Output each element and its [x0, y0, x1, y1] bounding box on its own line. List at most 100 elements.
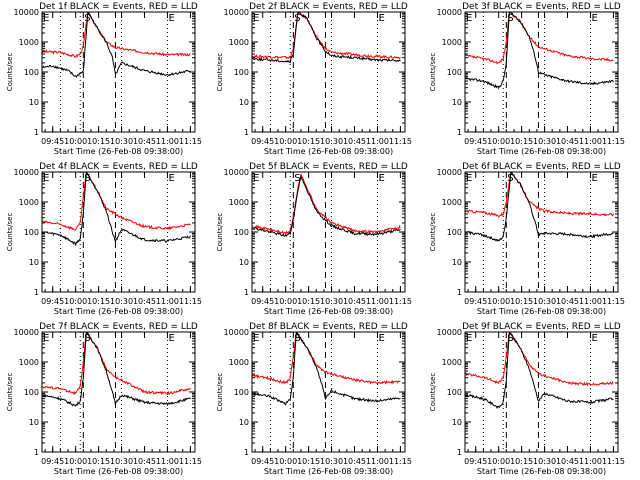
panel-title: Det 1f BLACK = Events, RED = LLD [39, 2, 198, 12]
interval-marker-label: E [466, 13, 472, 24]
x-tick-label: 10:15 [87, 457, 110, 466]
x-tick-label: 10:45 [133, 297, 156, 306]
interval-marker-label: E [378, 333, 384, 344]
interval-marker-label: S [507, 13, 513, 24]
interval-marker-label: E [253, 13, 259, 24]
event-rate-line [252, 332, 401, 406]
y-tick-label: 100 [447, 228, 462, 237]
y-tick-label: 10 [239, 98, 249, 107]
event-rate-line [252, 12, 401, 64]
x-tick-label: 09:45 [464, 457, 487, 466]
y-tick-label: 1 [34, 448, 39, 457]
x-axis-label: Start Time (26-Feb-08 09:38:00) [477, 147, 606, 156]
lld-rate-line [252, 332, 401, 385]
detector-panel: 1 10 100 1000 10000 09:45 10:00 10:15 10:30 10:45… [6, 162, 202, 316]
x-axis-label: Start Time (26-Feb-08 09:38:00) [54, 467, 183, 476]
plot-frame [464, 11, 619, 133]
x-tick-label: 10:30 [110, 297, 133, 306]
x-tick-label: 10:00 [487, 137, 510, 146]
x-tick-label: 10:30 [533, 457, 556, 466]
x-tick-label: 11:00 [366, 137, 389, 146]
panel-title: Det 9f BLACK = Events, RED = LLD [462, 322, 621, 332]
x-axis-label: Start Time (26-Feb-08 09:38:00) [477, 307, 606, 316]
event-rate-line [42, 332, 191, 407]
detector-panel: 1 10 100 1000 10000 09:45 10:00 10:15 10:30 10:45… [429, 2, 625, 156]
y-axis-label: Counts/sec [6, 213, 14, 252]
interval-marker-label: E [168, 333, 174, 344]
x-tick-label: 10:15 [297, 137, 320, 146]
y-tick-label: 1000 [442, 198, 462, 207]
interval-marker-label: S [294, 333, 300, 344]
event-rate-line [252, 174, 401, 238]
panel-title: Det 5f BLACK = Events, RED = LLD [249, 162, 408, 172]
panel-title: Det 7f BLACK = Events, RED = LLD [39, 322, 198, 332]
event-rate-line [42, 172, 191, 247]
x-tick-label: 10:00 [487, 457, 510, 466]
y-tick-label: 1000 [229, 358, 249, 367]
x-tick-label: 10:45 [343, 297, 366, 306]
y-tick-label: 10000 [224, 168, 249, 177]
x-tick-label: 10:30 [320, 457, 343, 466]
x-tick-label: 11:15 [179, 297, 202, 306]
y-tick-label: 1 [244, 448, 249, 457]
interval-marker-label: E [466, 333, 472, 344]
plot-frame [464, 331, 619, 453]
x-tick-label: 10:00 [64, 297, 87, 306]
x-tick-label: 09:45 [464, 137, 487, 146]
y-tick-label: 10 [452, 418, 462, 427]
interval-marker-label: E [591, 13, 597, 24]
y-tick-label: 10000 [14, 8, 39, 17]
x-axis-label: Start Time (26-Feb-08 09:38:00) [264, 307, 393, 316]
x-tick-label: 10:30 [110, 137, 133, 146]
interval-marker-label: S [507, 333, 513, 344]
y-tick-label: 100 [24, 388, 39, 397]
y-tick-label: 100 [234, 228, 249, 237]
panel-title: Det 2f BLACK = Events, RED = LLD [249, 2, 408, 12]
y-tick-label: 1000 [19, 38, 39, 47]
y-tick-label: 1 [34, 288, 39, 297]
x-tick-label: 11:15 [179, 137, 202, 146]
lld-rate-line [465, 332, 614, 387]
y-tick-label: 1000 [19, 198, 39, 207]
plot-frame [41, 171, 196, 293]
detector-panel: 1 10 100 1000 10000 09:45 10:00 10:15 10:30 10:45… [216, 162, 412, 316]
x-tick-label: 11:00 [156, 457, 179, 466]
x-tick-label: 10:15 [510, 297, 533, 306]
x-tick-label: 10:45 [343, 457, 366, 466]
x-axis-label: Start Time (26-Feb-08 09:38:00) [264, 147, 393, 156]
x-tick-label: 10:00 [64, 457, 87, 466]
y-tick-label: 100 [24, 228, 39, 237]
x-tick-label: 10:45 [556, 457, 579, 466]
x-tick-label: 11:00 [156, 137, 179, 146]
event-rate-line [465, 332, 614, 409]
interval-marker-label: E [43, 333, 49, 344]
interval-marker-label: E [43, 13, 49, 24]
x-tick-label: 11:15 [179, 457, 202, 466]
y-tick-label: 100 [447, 388, 462, 397]
y-tick-label: 10000 [14, 328, 39, 337]
lld-rate-line [252, 173, 401, 236]
x-tick-label: 10:30 [533, 297, 556, 306]
x-tick-label: 10:00 [274, 457, 297, 466]
y-tick-label: 100 [24, 68, 39, 77]
x-tick-label: 11:15 [389, 457, 412, 466]
x-tick-label: 10:45 [133, 457, 156, 466]
x-tick-label: 10:45 [556, 297, 579, 306]
x-tick-label: 09:45 [251, 297, 274, 306]
x-tick-label: 11:15 [602, 297, 625, 306]
x-tick-label: 11:00 [579, 297, 602, 306]
x-tick-label: 10:00 [274, 137, 297, 146]
lld-rate-line [42, 172, 191, 231]
plot-frame [41, 331, 196, 453]
interval-marker-label: S [507, 173, 513, 184]
panel-title: Det 4f BLACK = Events, RED = LLD [39, 162, 198, 172]
y-axis-label: Counts/sec [429, 373, 437, 412]
y-tick-label: 10000 [14, 168, 39, 177]
interval-marker-label: E [253, 173, 259, 184]
y-tick-label: 1000 [442, 38, 462, 47]
interval-marker-label: E [168, 173, 174, 184]
x-tick-label: 09:45 [251, 457, 274, 466]
interval-marker-label: S [84, 173, 90, 184]
interval-marker-label: E [168, 13, 174, 24]
